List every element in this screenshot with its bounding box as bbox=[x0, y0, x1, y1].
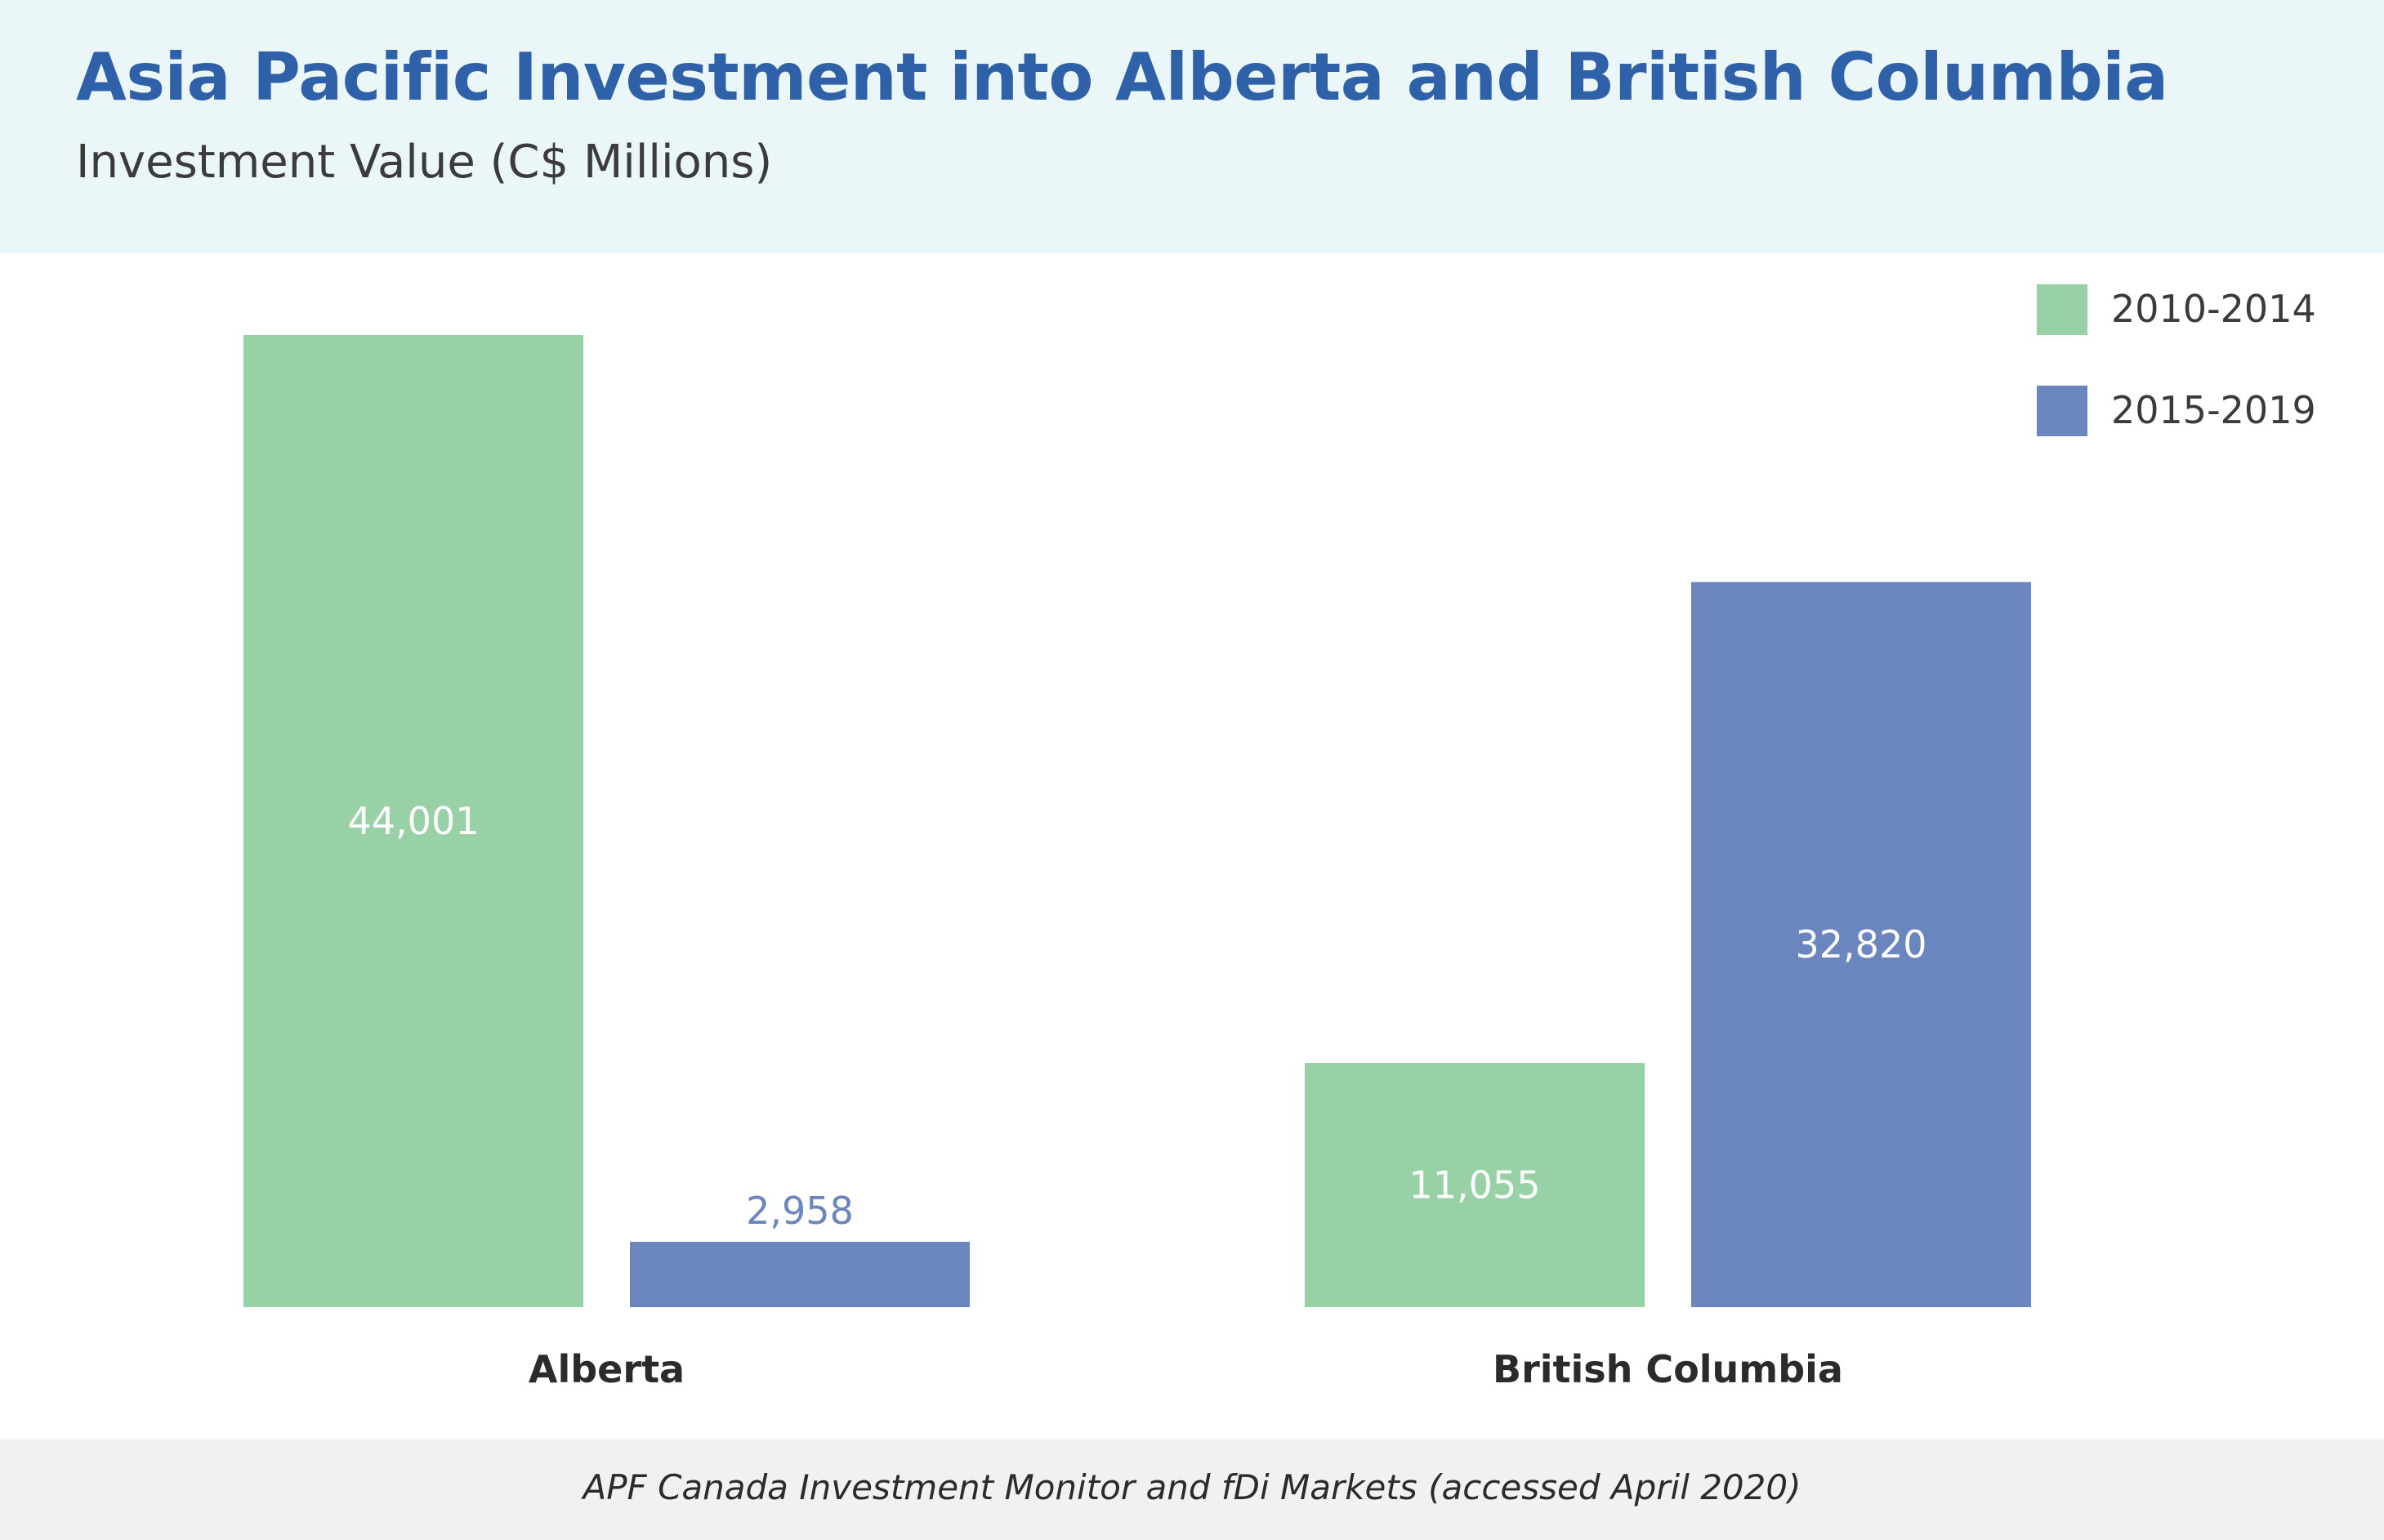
legend-label: 2010-2014 bbox=[2111, 287, 2316, 331]
bar-alberta-2015-2019 bbox=[630, 1242, 970, 1307]
data-label: 11,055 bbox=[1409, 1163, 1541, 1207]
chart-header: Asia Pacific Investment into Alberta and… bbox=[0, 0, 2384, 253]
category-label: British Columbia bbox=[1493, 1347, 1843, 1391]
source-footer: APF Canada Investment Monitor and fDi Ma… bbox=[0, 1440, 2384, 1540]
bar-alberta-2010-2014 bbox=[243, 335, 583, 1307]
source-note: APF Canada Investment Monitor and fDi Ma… bbox=[583, 1467, 1801, 1507]
legend-swatch bbox=[2037, 284, 2087, 335]
data-label: 32,820 bbox=[1796, 922, 1927, 966]
data-label: 44,001 bbox=[348, 799, 480, 843]
legend-swatch bbox=[2037, 386, 2087, 436]
chart-title: Asia Pacific Investment into Alberta and… bbox=[76, 39, 2168, 115]
data-label: 2,958 bbox=[746, 1189, 854, 1233]
bar-british-columbia-2010-2014 bbox=[1305, 1063, 1645, 1307]
chart-subtitle: Investment Value (C$ Millions) bbox=[76, 136, 773, 189]
category-label: Alberta bbox=[529, 1347, 685, 1391]
legend-label: 2015-2019 bbox=[2111, 388, 2316, 432]
bar-british-columbia-2015-2019 bbox=[1691, 582, 2031, 1307]
